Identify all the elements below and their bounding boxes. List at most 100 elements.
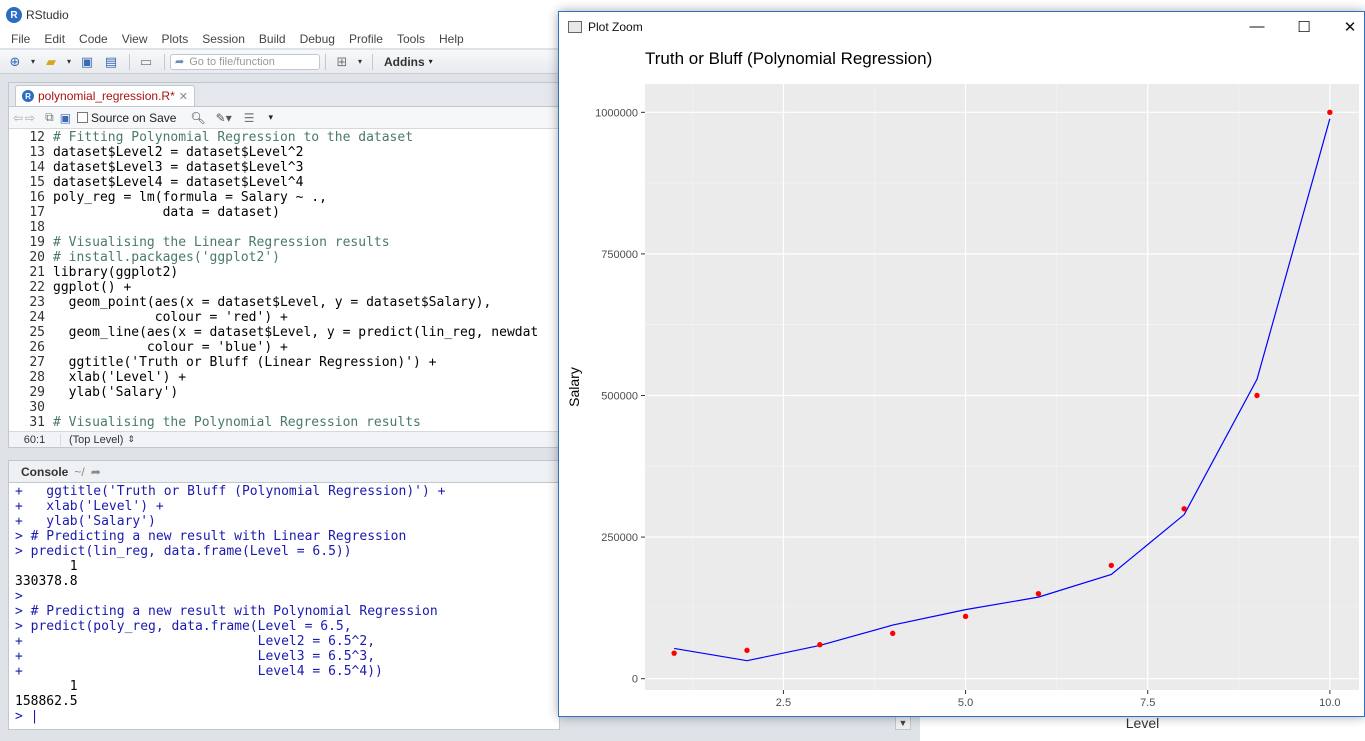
code-line: 29 ylab('Salary') bbox=[9, 385, 559, 400]
menu-profile[interactable]: Profile bbox=[348, 32, 383, 46]
new-file-icon[interactable]: ⊕ bbox=[9, 53, 21, 69]
toolbar-divider bbox=[325, 53, 326, 70]
save-icon[interactable]: ▣ bbox=[80, 53, 94, 69]
cursor-position: 60:1 bbox=[9, 433, 61, 446]
source-on-save-label: Source on Save bbox=[91, 110, 177, 125]
line-number: 28 bbox=[29, 370, 45, 385]
back-forward-icon[interactable]: ⇦⇨ bbox=[13, 110, 38, 125]
dropdown-arrow-icon[interactable]: ▾ bbox=[357, 57, 362, 66]
scope-dropdown-icon[interactable]: ⇕ bbox=[127, 434, 135, 444]
plot-zoom-title-bar: Plot Zoom — ☐ ✕ bbox=[559, 12, 1364, 42]
line-number: 30 bbox=[29, 400, 45, 415]
pane-layout-icon[interactable]: ⊞ bbox=[336, 53, 348, 69]
save-icon[interactable]: ▣ bbox=[59, 110, 72, 125]
y-tick-label: 1000000 bbox=[595, 107, 638, 119]
scroll-down-arrow-icon[interactable]: ▼ bbox=[895, 716, 911, 730]
code-text: # Fitting Polynomial Regression to the d… bbox=[53, 130, 414, 145]
code-line: 30 bbox=[9, 400, 559, 415]
code-line: 20 # install.packages('ggplot2') bbox=[9, 250, 559, 265]
r-file-icon: R bbox=[22, 90, 34, 102]
dropdown-arrow-icon[interactable]: ▾ bbox=[30, 57, 35, 66]
menu-build[interactable]: Build bbox=[258, 32, 286, 46]
print-icon[interactable]: ▭ bbox=[139, 53, 153, 69]
background-plot-xlabel: Level bbox=[920, 714, 1365, 741]
console-line: > | bbox=[15, 709, 39, 724]
plot-title: Truth or Bluff (Polynomial Regression) bbox=[645, 49, 932, 68]
scope-selector[interactable]: (Top Level) bbox=[69, 433, 124, 446]
x-tick-label: 7.5 bbox=[1140, 697, 1155, 709]
rstudio-logo-icon: R bbox=[6, 7, 22, 23]
code-text: ggtitle('Truth or Bluff (Linear Regressi… bbox=[53, 355, 437, 370]
close-window-icon[interactable]: ✕ bbox=[1343, 19, 1357, 36]
console-line: > # Predicting a new result with Polynom… bbox=[15, 604, 438, 619]
menu-file[interactable]: File bbox=[11, 32, 31, 46]
line-number: 29 bbox=[29, 385, 45, 400]
data-point bbox=[1181, 506, 1187, 512]
go-to-directory-icon[interactable]: ➦ bbox=[90, 464, 101, 479]
dropdown-arrow-icon[interactable]: ▾ bbox=[66, 57, 71, 66]
code-line: 28 xlab('Level') + bbox=[9, 370, 559, 385]
minimize-icon[interactable]: — bbox=[1249, 18, 1265, 35]
console-output[interactable]: + ggtitle('Truth or Bluff (Polynomial Re… bbox=[9, 483, 559, 724]
console-line: > predict(poly_reg, data.frame(Level = 6… bbox=[15, 619, 352, 634]
code-line: 17 data = dataset) bbox=[9, 205, 559, 220]
data-point bbox=[962, 613, 969, 620]
console-pane: Console ~/ ➦ + ggtitle('Truth or Bluff (… bbox=[8, 460, 560, 730]
menu-plots[interactable]: Plots bbox=[161, 32, 189, 46]
editor-toolbar: ⇦⇨ ⧉ ▣ Source on Save 🔍︎ ✎▾ ☰ ▾ bbox=[9, 107, 559, 129]
source-on-save-checkbox[interactable] bbox=[77, 112, 89, 123]
close-tab-icon[interactable]: ✕ bbox=[178, 90, 188, 103]
code-text: colour = 'red') + bbox=[53, 310, 288, 325]
code-text: colour = 'blue') + bbox=[53, 340, 288, 355]
line-number: 25 bbox=[29, 325, 45, 340]
code-line: 14 dataset$Level3 = dataset$Level^3 bbox=[9, 160, 559, 175]
show-in-window-icon[interactable]: ⧉ bbox=[45, 110, 54, 124]
data-point bbox=[1327, 109, 1333, 116]
toolbar-divider bbox=[164, 53, 165, 70]
maximize-icon[interactable]: ☐ bbox=[1297, 19, 1311, 36]
go-arrow-icon: ➦ bbox=[175, 56, 185, 68]
menu-edit[interactable]: Edit bbox=[44, 32, 66, 46]
outline-icon[interactable]: ☰ bbox=[243, 110, 255, 125]
menu-view[interactable]: View bbox=[121, 32, 148, 46]
line-number: 13 bbox=[29, 145, 45, 160]
tab-polynomial-regression[interactable]: R polynomial_regression.R* ✕ bbox=[15, 85, 195, 106]
console-line: > # Predicting a new result with Linear … bbox=[15, 529, 407, 544]
toolbar-divider bbox=[372, 53, 373, 70]
line-number: 23 bbox=[29, 295, 45, 310]
console-line: 330378.8 bbox=[15, 574, 78, 589]
search-icon[interactable]: 🔍︎ bbox=[190, 110, 206, 125]
code-area[interactable]: 12 # Fitting Polynomial Regression to the… bbox=[9, 130, 559, 432]
console-line: + Level4 = 6.5^4)) bbox=[15, 664, 383, 679]
data-point bbox=[817, 641, 823, 648]
code-text: # Visualising the Linear Regression resu… bbox=[53, 235, 390, 250]
data-point bbox=[1108, 562, 1114, 569]
y-tick-label: 750000 bbox=[601, 249, 638, 261]
line-number: 15 bbox=[29, 175, 45, 190]
addins-menu[interactable]: Addins bbox=[384, 54, 425, 69]
menu-debug[interactable]: Debug bbox=[299, 32, 335, 46]
go-to-file-input[interactable]: ➦ Go to file/function bbox=[170, 53, 320, 70]
code-tools-wand-icon[interactable]: ✎▾ bbox=[215, 110, 232, 125]
data-point bbox=[744, 647, 750, 654]
save-all-icon[interactable]: ▤ bbox=[104, 53, 118, 69]
line-number: 17 bbox=[29, 205, 45, 220]
menu-tools[interactable]: Tools bbox=[396, 32, 425, 46]
console-line: + ggtitle('Truth or Bluff (Polynomial Re… bbox=[15, 484, 446, 499]
more-dropdown-icon[interactable]: ▾ bbox=[268, 112, 274, 122]
open-folder-icon[interactable]: ▰ bbox=[46, 53, 56, 69]
code-text: poly_reg = lm(formula = Salary ~ ., bbox=[53, 190, 327, 205]
code-text: dataset$Level2 = dataset$Level^2 bbox=[53, 145, 304, 160]
menu-help[interactable]: Help bbox=[439, 32, 464, 46]
code-line: 31 # Visualising the Polynomial Regressio… bbox=[9, 415, 559, 430]
plot-zoom-window: Plot Zoom — ☐ ✕ 2.5 5.0 7.5 10.0 0 250000 5000… bbox=[558, 11, 1365, 717]
menu-session[interactable]: Session bbox=[202, 32, 245, 46]
code-text: library(ggplot2) bbox=[53, 265, 179, 280]
app-title: RStudio bbox=[26, 8, 69, 22]
x-tick-label: 2.5 bbox=[776, 697, 791, 709]
data-point bbox=[1254, 392, 1260, 399]
x-axis-title: Level bbox=[985, 713, 1018, 716]
code-line: 13 dataset$Level2 = dataset$Level^2 bbox=[9, 145, 559, 160]
addins-dropdown-icon[interactable]: ▾ bbox=[428, 57, 433, 66]
menu-code[interactable]: Code bbox=[79, 32, 108, 46]
